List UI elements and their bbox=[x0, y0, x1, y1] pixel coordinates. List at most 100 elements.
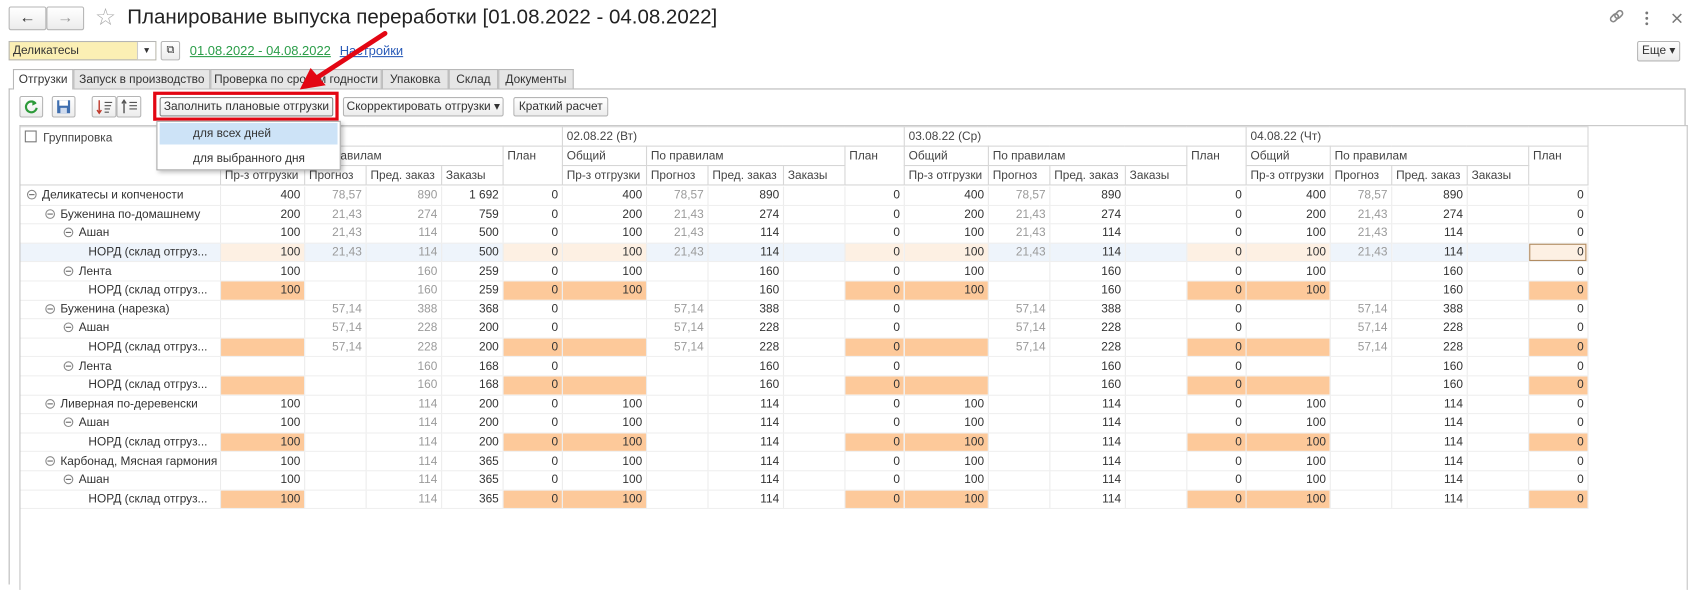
row-name-label: Ашан bbox=[78, 321, 110, 335]
cell bbox=[782, 318, 845, 339]
cell: 200 bbox=[219, 205, 305, 225]
cell: 0 bbox=[843, 489, 905, 510]
tab[interactable]: Документы bbox=[498, 69, 574, 89]
tab[interactable]: Проверка по срокам годности bbox=[210, 69, 382, 89]
save-button[interactable] bbox=[51, 95, 76, 118]
cell: 400 bbox=[561, 186, 647, 206]
cell bbox=[1329, 451, 1392, 472]
cell: 0 bbox=[502, 205, 563, 225]
adjust-label: Скорректировать отгрузки bbox=[346, 100, 491, 114]
group-icon bbox=[24, 130, 37, 143]
cell bbox=[1329, 280, 1392, 301]
cell bbox=[782, 280, 845, 301]
tab[interactable]: Запуск в производство bbox=[73, 69, 211, 89]
cell bbox=[782, 205, 845, 225]
cell: 114 bbox=[706, 223, 784, 244]
sort-desc-button[interactable] bbox=[116, 95, 142, 118]
table-row: Буженина по-домашнему 200 21,43 274 759 0 200 2… bbox=[20, 205, 1589, 225]
row-name-label: Ашан bbox=[78, 416, 110, 430]
cell: 100 bbox=[561, 489, 647, 510]
tab[interactable]: Склад bbox=[448, 69, 499, 89]
column-header: Прогноз bbox=[987, 165, 1050, 186]
row-name-label: Лента bbox=[78, 359, 112, 373]
cell bbox=[782, 356, 845, 377]
tab[interactable]: Отгрузки bbox=[12, 69, 74, 90]
table-header: Группировка 02.08.22 (Вт) 03.08.22 (Ср) 04.… bbox=[20, 126, 1589, 186]
refresh-button[interactable] bbox=[19, 95, 44, 118]
cell: 100 bbox=[903, 261, 989, 282]
sort-asc-button[interactable] bbox=[91, 95, 117, 118]
cell: 114 bbox=[1390, 470, 1468, 491]
row-name-label: НОРД (склад отгруз... bbox=[88, 378, 208, 392]
row-name-label: Ашан bbox=[78, 473, 110, 487]
cell: 114 bbox=[365, 413, 442, 434]
back-button[interactable]: ← bbox=[8, 6, 47, 31]
cell bbox=[1329, 375, 1392, 396]
cell bbox=[1466, 432, 1529, 453]
cell: 0 bbox=[1527, 394, 1589, 415]
cell: 160 bbox=[1390, 375, 1468, 396]
cell: 400 bbox=[1245, 186, 1331, 206]
cell: 0 bbox=[1185, 318, 1247, 339]
cell bbox=[1124, 242, 1187, 263]
cell: 0 bbox=[502, 299, 563, 320]
row-name: Лента bbox=[20, 356, 221, 377]
cell bbox=[1466, 299, 1529, 320]
combo-arrow[interactable]: ▼ bbox=[136, 42, 156, 60]
fill-button[interactable]: Заполнить плановые отгрузки ▾ bbox=[159, 97, 334, 132]
cell: 114 bbox=[706, 394, 784, 415]
cell: 57,14 bbox=[645, 318, 709, 339]
cell: 100 bbox=[561, 394, 647, 415]
cell bbox=[1124, 299, 1187, 320]
cell: 365 bbox=[440, 489, 504, 510]
tab[interactable]: Упаковка bbox=[381, 69, 449, 89]
cell: 21,43 bbox=[1329, 223, 1392, 244]
cell bbox=[303, 489, 367, 510]
row-name-label: НОРД (склад отгруз... bbox=[88, 340, 208, 354]
cell: 0 bbox=[1527, 356, 1589, 377]
cell bbox=[782, 186, 845, 206]
cell: 160 bbox=[1390, 261, 1468, 282]
cell bbox=[1245, 356, 1331, 377]
cell bbox=[987, 261, 1050, 282]
cell bbox=[903, 318, 989, 339]
cell: 259 bbox=[440, 261, 504, 282]
cell: 21,43 bbox=[1329, 242, 1392, 263]
cell bbox=[987, 356, 1050, 377]
link-icon[interactable] bbox=[1609, 9, 1624, 23]
forward-button[interactable]: → bbox=[46, 6, 85, 31]
cell: 57,14 bbox=[1329, 299, 1392, 320]
cell: 100 bbox=[219, 261, 305, 282]
more-icon[interactable] bbox=[1645, 11, 1649, 26]
group-combobox[interactable]: Деликатесы ▼ bbox=[8, 40, 157, 61]
save-icon bbox=[57, 100, 71, 114]
menu-item[interactable]: для всех дней bbox=[159, 122, 338, 145]
menu-item[interactable]: для выбранного дня bbox=[193, 152, 305, 166]
favorite-star[interactable]: ☆ bbox=[94, 3, 117, 31]
cell: 100 bbox=[219, 223, 305, 244]
day-header: 04.08.22 (Чт) bbox=[1245, 126, 1589, 147]
cell: 200 bbox=[440, 337, 504, 358]
cell: 0 bbox=[1185, 432, 1247, 453]
table-row: Лента 100 160 259 0 100 160 0 100 160 0 100 160 0 bbox=[20, 261, 1589, 282]
cell: 114 bbox=[1048, 413, 1126, 434]
close-icon[interactable] bbox=[1672, 13, 1682, 24]
cell: 100 bbox=[561, 413, 647, 434]
column-header: Пред. заказ bbox=[706, 165, 784, 186]
cell: 100 bbox=[219, 394, 305, 415]
row-name-label: НОРД (склад отгруз... bbox=[88, 492, 208, 506]
cell: 0 bbox=[843, 205, 905, 225]
cell: 160 bbox=[706, 375, 784, 396]
row-name-label: Лента bbox=[78, 264, 112, 278]
cell: 0 bbox=[502, 318, 563, 339]
more-button[interactable]: Еще ▾ bbox=[1637, 40, 1681, 62]
cell bbox=[782, 242, 845, 263]
day-header: 03.08.22 (Ср) bbox=[903, 126, 1247, 147]
cell bbox=[303, 394, 367, 415]
adjust-button[interactable]: Скорректировать отгрузки ▾ bbox=[342, 97, 504, 117]
open-button[interactable]: ⧉ bbox=[160, 40, 181, 61]
brief-button[interactable]: Краткий расчет bbox=[513, 97, 609, 117]
cell: 100 bbox=[1245, 394, 1331, 415]
period-link[interactable]: 01.08.2022 - 04.08.2022 bbox=[189, 43, 331, 59]
cell: 500 bbox=[440, 242, 504, 263]
